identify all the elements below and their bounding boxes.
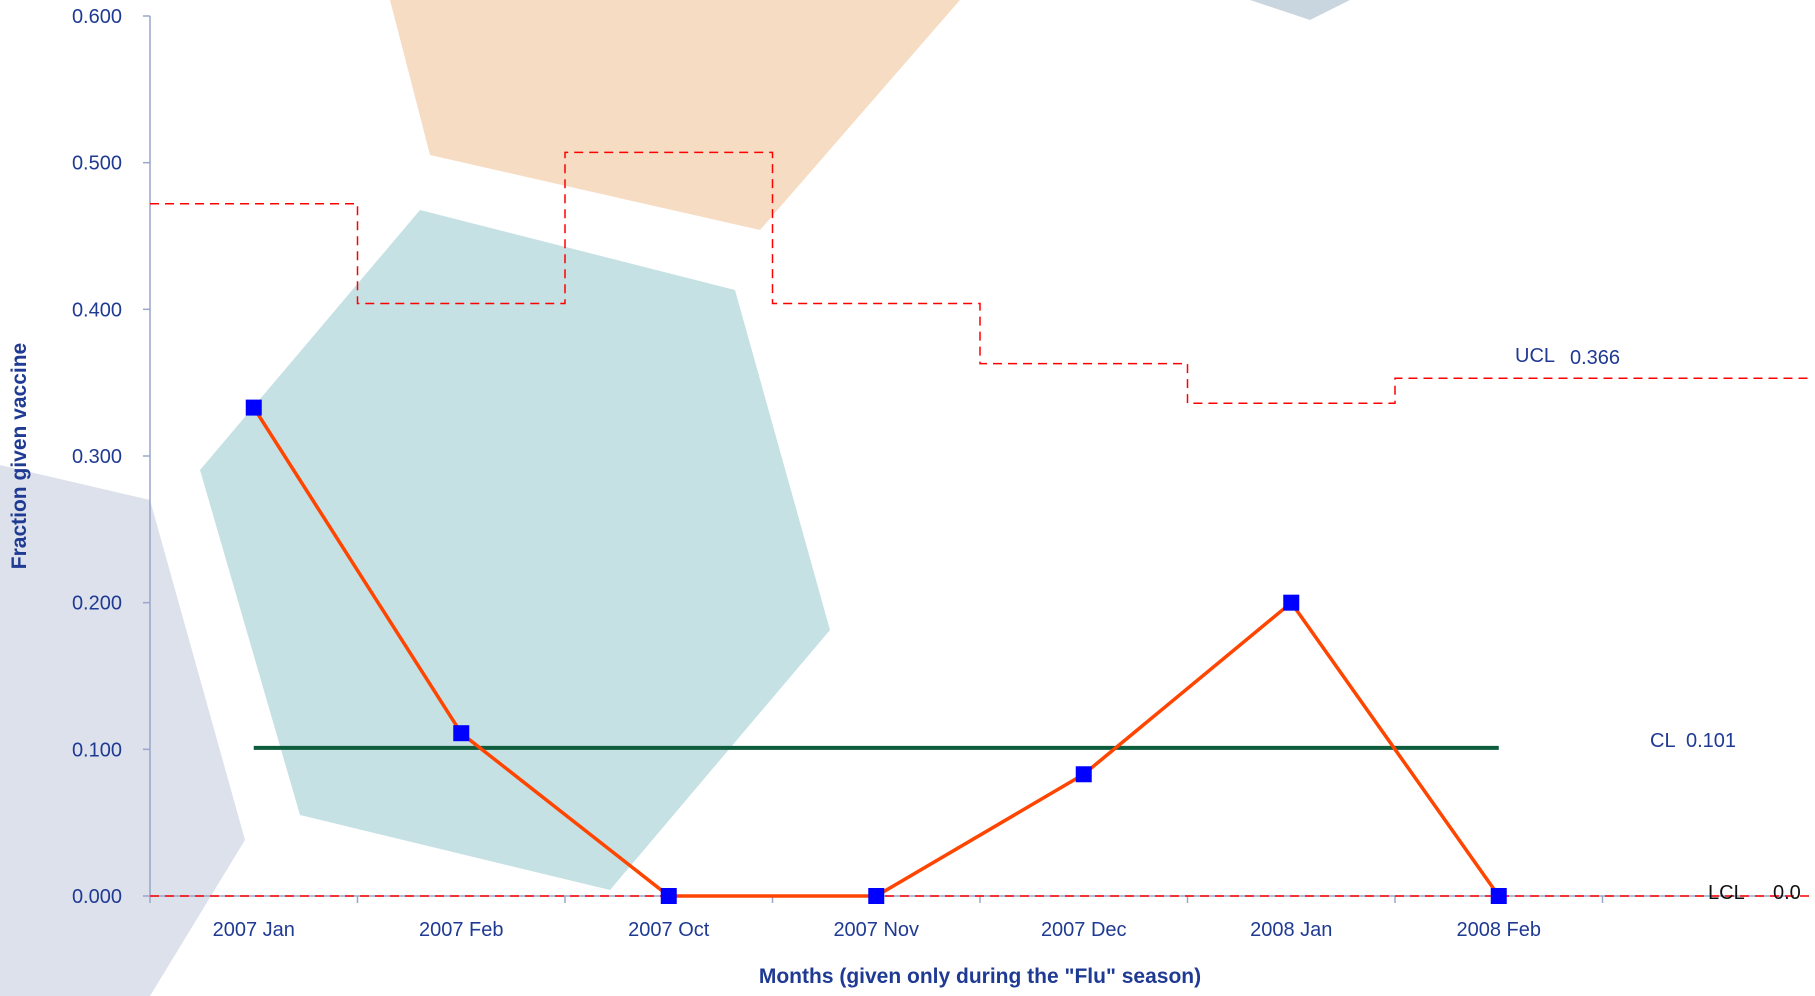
y-tick-label: 0.200	[72, 593, 122, 615]
data-point	[1075, 766, 1092, 783]
ucl-line	[150, 151, 1810, 404]
x-tick-label: 2007 Nov	[833, 919, 919, 941]
y-axis-title: Fraction given vaccine	[8, 343, 31, 569]
bg-hexagon-blue	[1250, 0, 1350, 20]
y-tick-label: 0.100	[72, 739, 122, 761]
y-axis: 0.000 0.100 0.200 0.300 0.400 0.500 0.600 Frac…	[8, 6, 151, 908]
annotations: UCL 0.366 CL 0.101 LCL 0.0	[1515, 345, 1801, 904]
y-ticks: 0.000 0.100 0.200 0.300 0.400 0.500 0.600	[72, 6, 150, 908]
bg-hexagon-orange	[390, 0, 960, 230]
lcl-label: LCL	[1708, 882, 1745, 904]
x-axis-title: Months (given only during the "Flu" seas…	[759, 965, 1201, 988]
background-decoration	[0, 0, 1350, 996]
data-point	[660, 888, 677, 904]
data-point	[868, 888, 885, 904]
cl-value: 0.101	[1686, 730, 1736, 752]
data-point	[1490, 888, 1507, 904]
y-tick-label: 0.500	[72, 153, 122, 175]
cl-label: CL	[1650, 730, 1676, 752]
y-tick-label: 0.600	[72, 6, 122, 28]
y-tick-label: 0.000	[72, 886, 122, 908]
x-axis: 2007 Jan 2007 Feb 2007 Oct 2007 Nov 2007 Dec…	[149, 895, 1790, 988]
x-tick-label: 2007 Jan	[213, 919, 295, 941]
bg-hexagon-teal	[200, 210, 830, 890]
x-ticks: 2007 Jan 2007 Feb 2007 Oct 2007 Nov 2007 Dec…	[149, 896, 1604, 941]
x-tick-label: 2007 Oct	[628, 919, 710, 941]
data-point	[453, 725, 470, 742]
ucl-value: 0.366	[1570, 347, 1620, 369]
lcl-value: 0.0	[1773, 882, 1801, 904]
data-point	[245, 399, 262, 416]
x-tick-label: 2008 Feb	[1456, 919, 1541, 941]
ucl-label: UCL	[1515, 345, 1555, 367]
x-tick-label: 2008 Jan	[1250, 919, 1332, 941]
plot-area	[150, 151, 1810, 904]
y-tick-label: 0.300	[72, 446, 122, 468]
x-tick-label: 2007 Dec	[1041, 919, 1127, 941]
bg-hexagon-lavender	[0, 465, 245, 996]
y-tick-label: 0.400	[72, 299, 122, 321]
data-point	[1283, 594, 1300, 611]
x-tick-label: 2007 Feb	[419, 919, 504, 941]
